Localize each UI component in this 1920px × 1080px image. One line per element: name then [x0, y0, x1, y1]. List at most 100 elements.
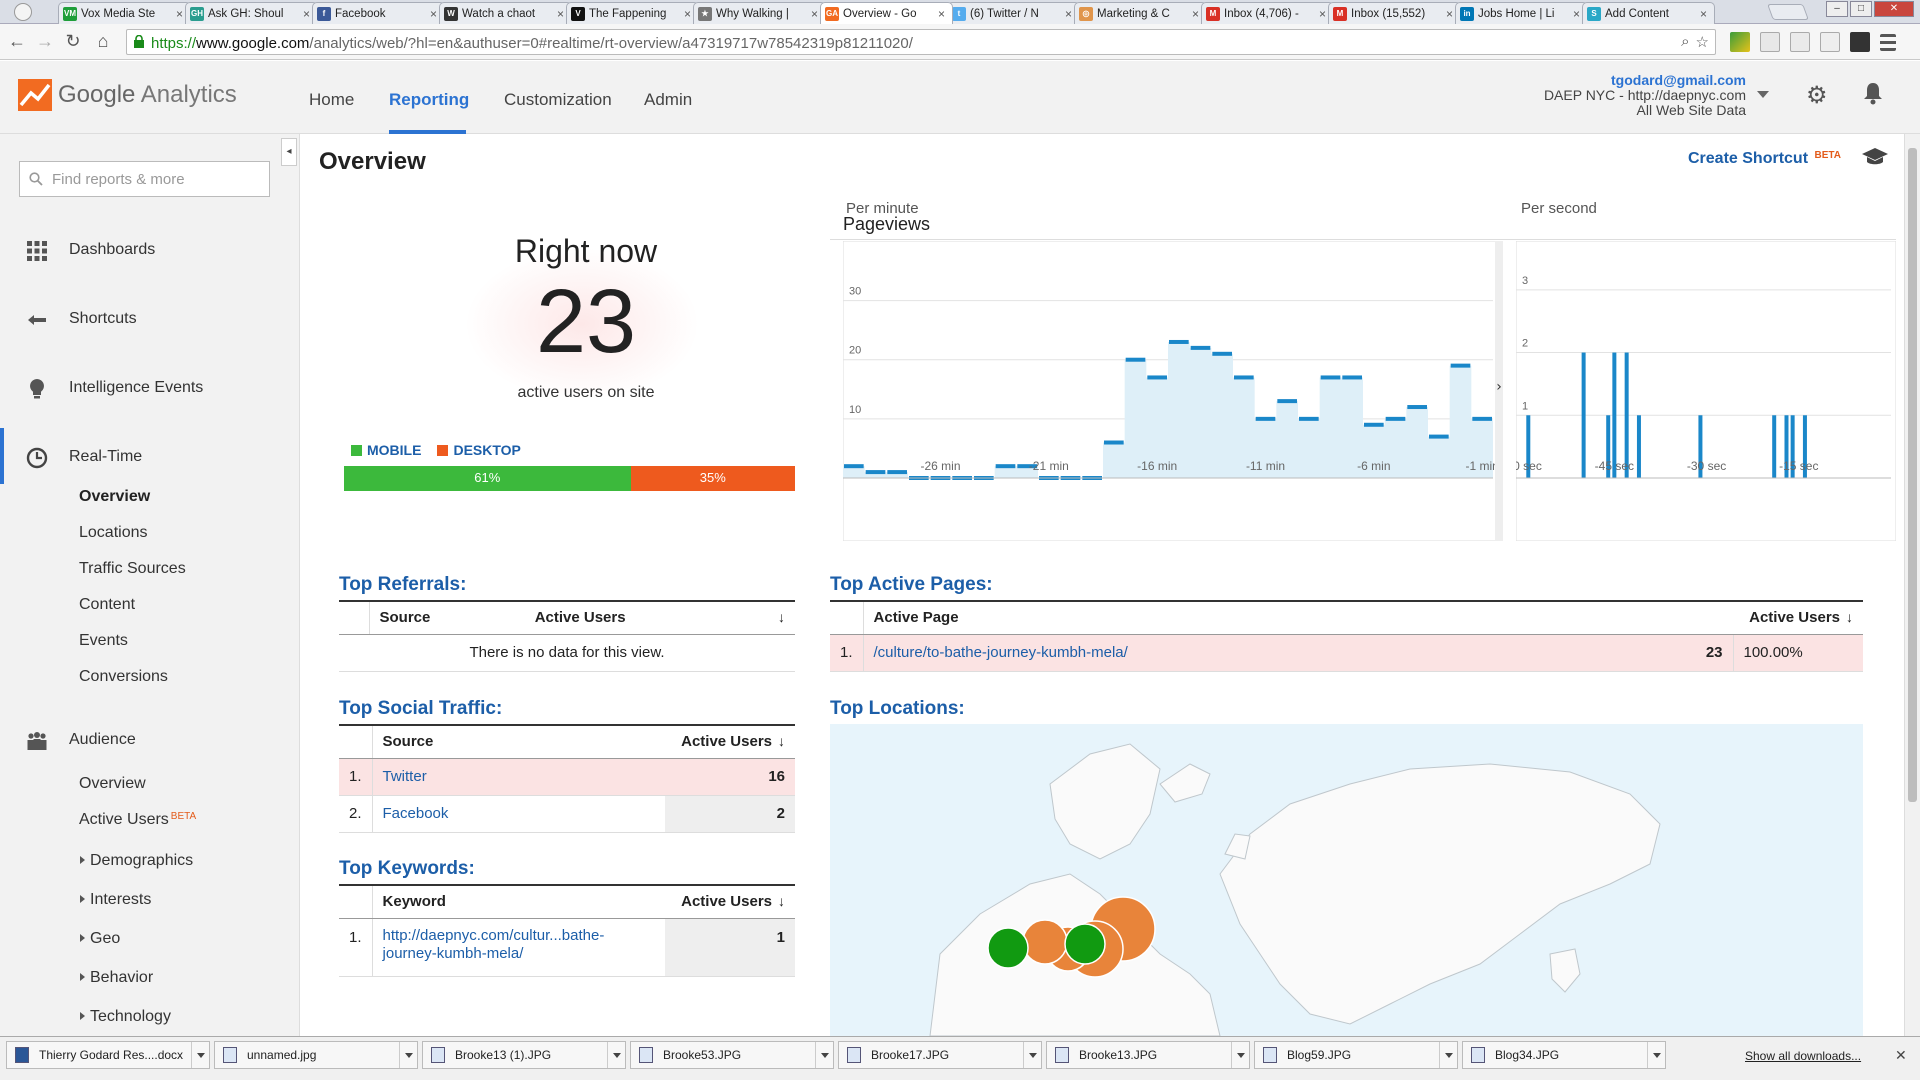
browser-tab[interactable]: ◎ Marketing & C ×: [1074, 2, 1207, 24]
sidebar-realtime-locations[interactable]: Locations: [79, 524, 148, 541]
gear-icon[interactable]: ⚙: [1806, 82, 1828, 109]
browser-tab[interactable]: W Watch a chaot ×: [439, 2, 572, 24]
forward-icon[interactable]: →: [36, 31, 54, 51]
create-shortcut-link[interactable]: Create Shortcut BETA: [1688, 150, 1841, 168]
browser-tab[interactable]: f Facebook ×: [312, 2, 445, 24]
tab-close-icon[interactable]: ×: [1192, 6, 1200, 21]
chrome-menu-icon[interactable]: [1880, 34, 1896, 51]
download-menu-caret-icon[interactable]: [1439, 1042, 1457, 1068]
location-bubble[interactable]: [987, 927, 1029, 969]
close-downloads-bar-icon[interactable]: ✕: [1895, 1047, 1907, 1063]
download-menu-caret-icon[interactable]: [1231, 1042, 1249, 1068]
nav-admin[interactable]: Admin: [644, 90, 693, 109]
desktop-share-segment[interactable]: 35%: [630, 466, 795, 491]
tab-close-icon[interactable]: ×: [557, 6, 565, 21]
download-menu-caret-icon[interactable]: [1023, 1042, 1041, 1068]
nav-home[interactable]: Home: [309, 90, 355, 109]
keyword-link[interactable]: http://daepnyc.com/cultur...bathe-journe…: [372, 918, 665, 977]
keyword-users-header[interactable]: Active Users ↓: [665, 884, 795, 919]
maximize-button[interactable]: □: [1850, 1, 1872, 17]
download-item[interactable]: Thierry Godard Res....docx: [6, 1041, 210, 1069]
tab-close-icon[interactable]: ×: [1319, 6, 1327, 21]
search-input[interactable]: [50, 168, 260, 190]
download-item[interactable]: Blog59.JPG: [1254, 1041, 1458, 1069]
referrals-users-header[interactable]: Active Users ↓: [524, 600, 795, 635]
browser-tab[interactable]: t (6) Twitter / N ×: [947, 2, 1080, 24]
tab-close-icon[interactable]: ×: [430, 6, 438, 21]
tab-close-icon[interactable]: ×: [938, 6, 946, 21]
browser-tab[interactable]: M Inbox (15,552) ×: [1328, 2, 1461, 24]
extension-search-icon[interactable]: [1820, 32, 1840, 52]
sidebar-realtime-traffic-sources[interactable]: Traffic Sources: [79, 560, 186, 577]
browser-tab[interactable]: in Jobs Home | Li ×: [1455, 2, 1588, 24]
sidebar-audience-active-users[interactable]: Active Users BETA: [79, 811, 196, 829]
social-source-link[interactable]: Facebook: [372, 795, 665, 833]
scrollbar-thumb[interactable]: [1908, 148, 1917, 802]
google-analytics-logo-icon[interactable]: [18, 79, 52, 111]
account-dropdown-caret-icon[interactable]: [1757, 91, 1769, 98]
download-item[interactable]: Brooke17.JPG: [838, 1041, 1042, 1069]
bookmark-star-icon[interactable]: ☆: [1695, 34, 1709, 51]
sidebar-realtime-overview[interactable]: Overview: [79, 488, 151, 505]
close-window-button[interactable]: ✕: [1874, 1, 1914, 17]
account-selector[interactable]: tgodard@gmail.com DAEP NYC - http://daep…: [1440, 73, 1746, 118]
nav-customization[interactable]: Customization: [504, 90, 612, 109]
zoom-icon[interactable]: ⌕: [1681, 33, 1690, 50]
active-pages-users-header[interactable]: Active Users ↓: [1693, 600, 1863, 635]
sidebar-audience-geo[interactable]: Geo: [80, 930, 120, 948]
show-all-downloads-link[interactable]: Show all downloads...: [1745, 1049, 1862, 1063]
new-tab-button[interactable]: [1767, 4, 1809, 20]
extension-m-icon[interactable]: [1850, 32, 1870, 52]
address-bar[interactable]: https://www.google.com/analytics/web/?hl…: [126, 29, 1716, 55]
location-bubble[interactable]: [1022, 919, 1068, 965]
download-menu-caret-icon[interactable]: [399, 1042, 417, 1068]
browser-tab[interactable]: GA Overview - Go ×: [820, 2, 953, 24]
social-source-link[interactable]: Twitter: [372, 758, 665, 796]
locations-map[interactable]: [830, 724, 1863, 1036]
sidebar-item-intelligence-events[interactable]: Intelligence Events: [0, 369, 300, 407]
browser-tab[interactable]: ★ Why Walking | ×: [693, 2, 826, 24]
sidebar-realtime-conversions[interactable]: Conversions: [79, 668, 168, 685]
sidebar-audience-behavior[interactable]: Behavior: [80, 969, 153, 987]
home-icon[interactable]: ⌂: [97, 31, 109, 51]
page-scrollbar[interactable]: [1904, 134, 1920, 1036]
reload-icon[interactable]: ↻: [65, 31, 81, 51]
sidebar-item-real-time[interactable]: Real-Time: [0, 428, 300, 484]
tab-close-icon[interactable]: ×: [1446, 6, 1454, 21]
active-page-link[interactable]: /culture/to-bathe-journey-kumbh-mela/: [863, 634, 1693, 672]
download-item[interactable]: Brooke13 (1).JPG: [422, 1041, 626, 1069]
tab-close-icon[interactable]: ×: [1065, 6, 1073, 21]
minimize-button[interactable]: –: [1826, 1, 1848, 17]
sidebar-audience-demographics[interactable]: Demographics: [80, 852, 193, 870]
download-menu-caret-icon[interactable]: [191, 1042, 209, 1068]
sidebar-audience-technology[interactable]: Technology: [80, 1008, 171, 1026]
social-users-header[interactable]: Active Users ↓: [665, 724, 795, 759]
nav-reporting[interactable]: Reporting: [389, 90, 470, 109]
sidebar-item-dashboards[interactable]: Dashboards: [0, 231, 300, 269]
extension-calendar-icon[interactable]: [1730, 32, 1750, 52]
referrals-source-header[interactable]: Source: [369, 600, 525, 635]
keyword-header[interactable]: Keyword: [372, 884, 665, 919]
extension-download-icon[interactable]: [1790, 32, 1810, 52]
browser-tab[interactable]: S Add Content ×: [1582, 2, 1715, 24]
collapse-sidebar-button[interactable]: ◂: [281, 138, 297, 166]
download-item[interactable]: Brooke53.JPG: [630, 1041, 834, 1069]
mobile-share-segment[interactable]: 61%: [344, 466, 631, 491]
sidebar-audience-interests[interactable]: Interests: [80, 891, 151, 909]
tab-close-icon[interactable]: ×: [684, 6, 692, 21]
social-source-header[interactable]: Source: [372, 724, 665, 759]
download-item[interactable]: Blog34.JPG: [1462, 1041, 1666, 1069]
ga-brand[interactable]: Google Analytics: [58, 81, 237, 109]
extension-eyedropper-icon[interactable]: [1760, 32, 1780, 52]
tab-close-icon[interactable]: ×: [1700, 6, 1708, 21]
sidebar-audience-overview[interactable]: Overview: [79, 775, 146, 792]
download-menu-caret-icon[interactable]: [1647, 1042, 1665, 1068]
back-icon[interactable]: ←: [8, 31, 26, 51]
download-item[interactable]: unnamed.jpg: [214, 1041, 418, 1069]
browser-tab[interactable]: GH Ask GH: Shoul ×: [185, 2, 318, 24]
tab-close-icon[interactable]: ×: [303, 6, 311, 21]
sidebar-realtime-content[interactable]: Content: [79, 596, 136, 613]
sidebar-realtime-events[interactable]: Events: [79, 632, 128, 649]
notification-bell-icon[interactable]: [1862, 81, 1884, 105]
graduation-cap-icon[interactable]: [1861, 146, 1889, 168]
